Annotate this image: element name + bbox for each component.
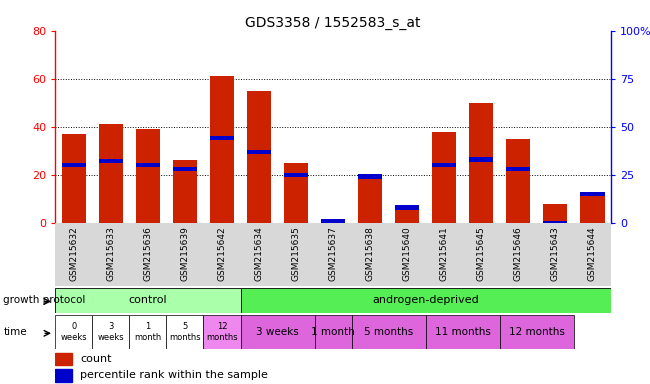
Bar xyxy=(240,288,611,313)
Text: GSM215644: GSM215644 xyxy=(588,226,597,281)
Text: count: count xyxy=(80,354,112,364)
Bar xyxy=(321,218,345,223)
Text: GSM215633: GSM215633 xyxy=(107,226,115,281)
Text: 3
weeks: 3 weeks xyxy=(98,323,124,342)
Bar xyxy=(358,174,382,179)
Bar xyxy=(136,163,160,167)
Bar xyxy=(432,131,456,223)
Text: GSM215635: GSM215635 xyxy=(292,226,300,281)
Bar xyxy=(99,159,123,164)
Bar xyxy=(580,192,605,196)
Text: GSM215632: GSM215632 xyxy=(70,226,78,281)
Text: GSM215640: GSM215640 xyxy=(403,226,411,281)
Bar xyxy=(284,163,308,223)
Bar xyxy=(55,315,92,349)
Text: GSM215645: GSM215645 xyxy=(477,226,486,281)
Bar xyxy=(240,315,315,349)
Bar xyxy=(173,161,197,223)
Bar xyxy=(129,315,166,349)
Text: 12 months: 12 months xyxy=(509,327,565,337)
Bar xyxy=(284,172,308,177)
Text: 12
months: 12 months xyxy=(206,323,238,342)
Text: androgen-deprived: androgen-deprived xyxy=(372,295,479,306)
Text: GSM215637: GSM215637 xyxy=(329,226,337,281)
Bar xyxy=(136,129,160,223)
Text: GSM215643: GSM215643 xyxy=(551,226,560,281)
Bar xyxy=(580,196,605,223)
Text: 11 months: 11 months xyxy=(435,327,491,337)
Text: GSM215638: GSM215638 xyxy=(366,226,374,281)
Bar xyxy=(352,315,426,349)
Text: 3 weeks: 3 weeks xyxy=(256,327,299,337)
Bar xyxy=(426,315,500,349)
Text: control: control xyxy=(129,295,167,306)
Bar xyxy=(358,175,382,223)
Bar xyxy=(315,315,352,349)
Bar xyxy=(62,163,86,167)
Text: 5 months: 5 months xyxy=(364,327,413,337)
Bar xyxy=(55,369,72,382)
Text: GSM215642: GSM215642 xyxy=(218,226,226,281)
Bar xyxy=(55,353,72,366)
Bar xyxy=(203,315,240,349)
Bar xyxy=(166,315,203,349)
Bar xyxy=(543,220,567,225)
Bar xyxy=(55,288,240,313)
Bar xyxy=(210,76,234,223)
Text: GSM215636: GSM215636 xyxy=(144,226,152,281)
Bar xyxy=(395,205,419,210)
Text: GSM215634: GSM215634 xyxy=(255,226,263,281)
Text: GSM215646: GSM215646 xyxy=(514,226,523,281)
Bar xyxy=(173,167,197,171)
Bar xyxy=(99,124,123,223)
Text: 5
months: 5 months xyxy=(169,323,201,342)
Text: GSM215641: GSM215641 xyxy=(440,226,448,281)
Bar xyxy=(469,157,493,162)
Bar xyxy=(469,103,493,223)
Bar xyxy=(506,139,530,223)
Bar xyxy=(62,134,86,223)
Text: percentile rank within the sample: percentile rank within the sample xyxy=(80,370,268,380)
Bar xyxy=(506,167,530,171)
Text: 1 month: 1 month xyxy=(311,327,355,337)
Bar xyxy=(210,136,234,141)
Bar xyxy=(432,163,456,167)
Bar xyxy=(543,204,567,223)
Bar xyxy=(247,91,271,223)
Text: time: time xyxy=(3,327,27,337)
Bar xyxy=(247,149,271,154)
Text: growth protocol: growth protocol xyxy=(3,295,86,305)
Text: GSM215639: GSM215639 xyxy=(181,226,189,281)
Text: 0
weeks: 0 weeks xyxy=(60,323,87,342)
Text: 1
month: 1 month xyxy=(135,323,161,342)
Bar xyxy=(395,208,419,223)
Bar xyxy=(92,315,129,349)
Title: GDS3358 / 1552583_s_at: GDS3358 / 1552583_s_at xyxy=(246,16,421,30)
Bar xyxy=(500,315,574,349)
